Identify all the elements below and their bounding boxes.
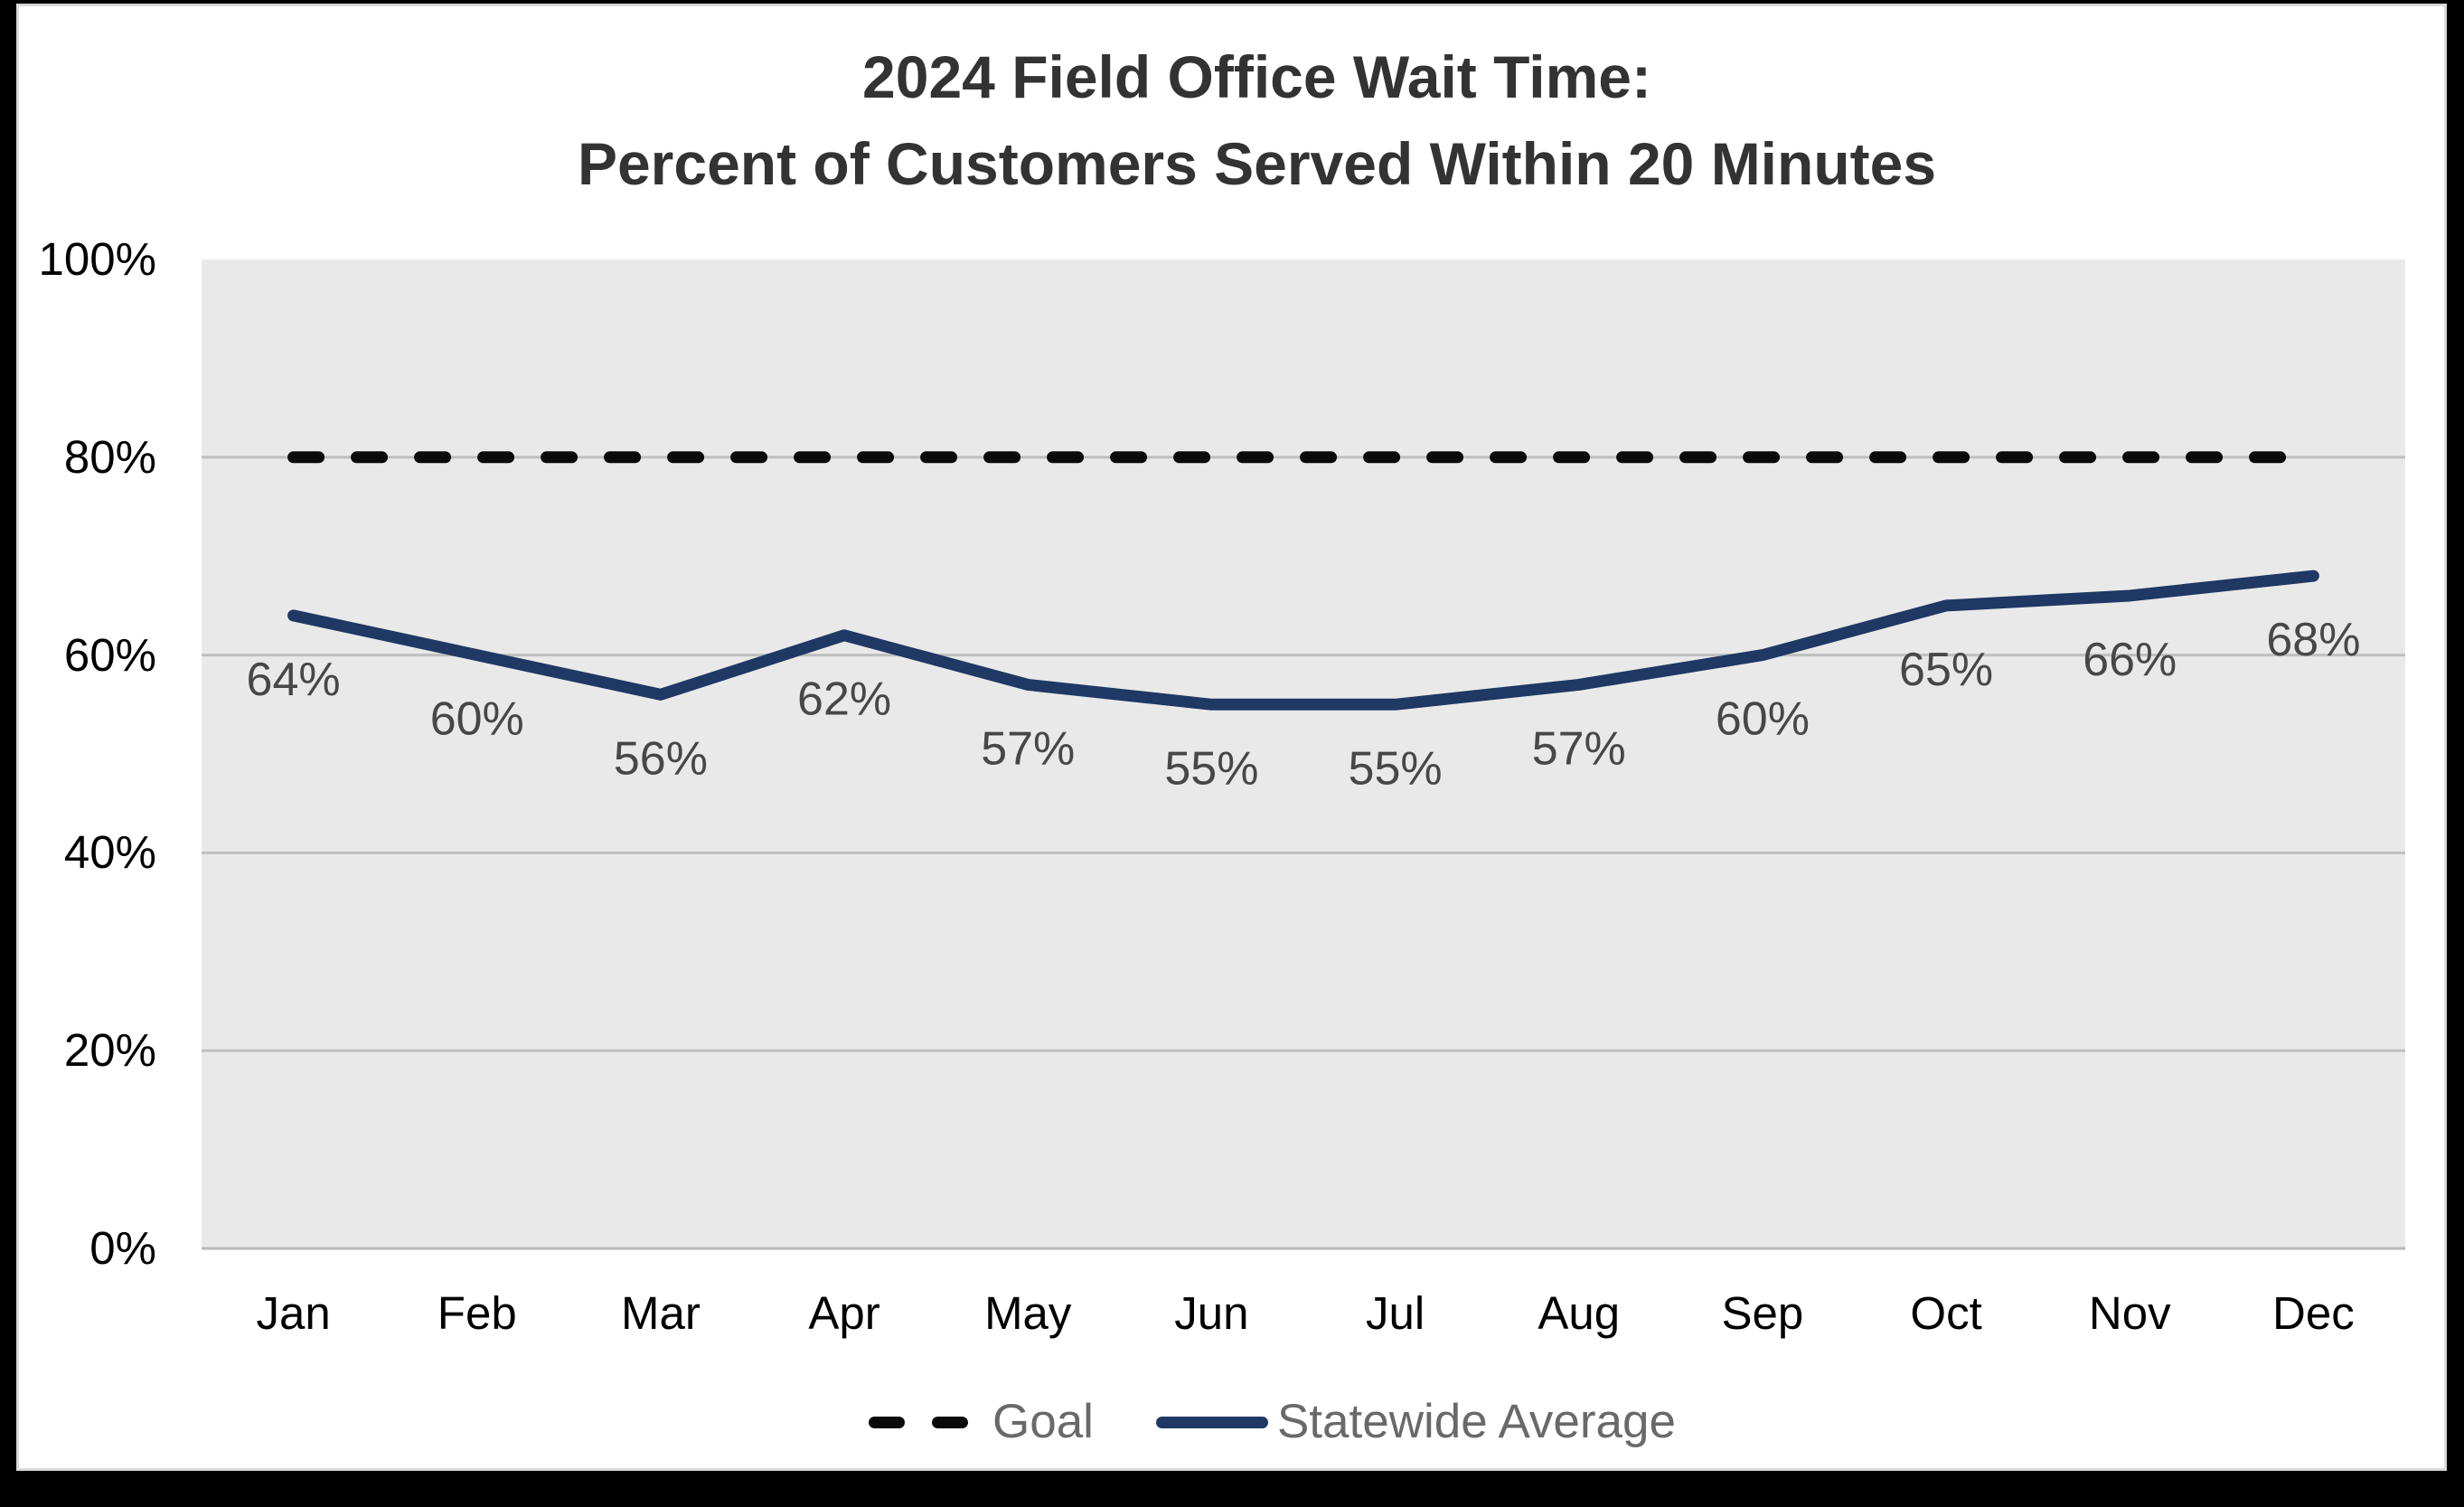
x-axis-label-Jun: Jun xyxy=(1174,1287,1249,1339)
data-label-May: 57% xyxy=(981,722,1075,775)
x-axis-label-Mar: Mar xyxy=(620,1287,701,1339)
x-axis-label-Nov: Nov xyxy=(2088,1287,2171,1339)
goal-dash-icon xyxy=(869,1416,905,1428)
plot-svg: 64% 60% 56% 62% 57% 55% 55% 57% 60% 65% 66% 68% xyxy=(202,451,2405,1250)
data-label-Jan: 64% xyxy=(247,654,341,706)
x-axis-label-Aug: Aug xyxy=(1538,1287,1621,1339)
goal-dash-icon xyxy=(932,1416,968,1428)
x-axis-label-Dec: Dec xyxy=(2272,1287,2355,1339)
legend-goal-swatch xyxy=(869,1416,968,1428)
data-label-Aug: 57% xyxy=(1532,722,1626,775)
x-axis-label-Feb: Feb xyxy=(437,1287,517,1339)
data-label-Apr: 62% xyxy=(797,673,891,726)
legend-goal-label: Goal xyxy=(992,1395,1094,1448)
y-axis-label-60%: 60% xyxy=(63,628,156,681)
data-label-Sep: 60% xyxy=(1716,693,1810,746)
chart-title-line2: Percent of Customers Served Within 20 Mi… xyxy=(577,130,1937,197)
data-label-Jun: 55% xyxy=(1164,742,1258,795)
data-label-Feb: 60% xyxy=(430,693,524,746)
x-axis-label-Jan: Jan xyxy=(256,1287,331,1339)
y-axis-label-80%: 80% xyxy=(63,430,156,483)
plot-area: 64% 60% 56% 62% 57% 55% 55% 57% 60% 65% 66% 68% xyxy=(202,259,2405,1250)
chart-title: 2024 Field Office Wait Time: Percent of … xyxy=(70,33,2444,207)
statewide-average-line xyxy=(287,570,2319,711)
x-axis-label-Jul: Jul xyxy=(1365,1287,1425,1339)
data-label-Dec: 68% xyxy=(2266,614,2360,666)
legend-average-swatch xyxy=(1155,1416,1268,1428)
x-axis-label-Oct: Oct xyxy=(1910,1287,1982,1339)
chart-title-line1: 2024 Field Office Wait Time: xyxy=(862,43,1651,110)
slide: 2024 Field Office Wait Time: Percent of … xyxy=(16,4,2447,1471)
data-label-Mar: 56% xyxy=(614,732,708,785)
y-axis-label-20%: 20% xyxy=(63,1024,156,1077)
data-label-Jul: 55% xyxy=(1349,742,1443,795)
y-axis-label-40%: 40% xyxy=(63,826,156,879)
x-axis-label-Apr: Apr xyxy=(808,1287,880,1339)
y-axis-label-0%: 0% xyxy=(89,1222,156,1274)
data-label-Nov: 66% xyxy=(2083,634,2177,686)
legend: Goal Statewide Average xyxy=(869,1395,1676,1449)
x-axis-label-Sep: Sep xyxy=(1721,1287,1804,1339)
y-axis-label-100%: 100% xyxy=(38,233,156,285)
legend-average-label: Statewide Average xyxy=(1276,1395,1676,1448)
data-label-Oct: 65% xyxy=(1899,644,1993,696)
x-axis-label-May: May xyxy=(984,1287,1072,1339)
